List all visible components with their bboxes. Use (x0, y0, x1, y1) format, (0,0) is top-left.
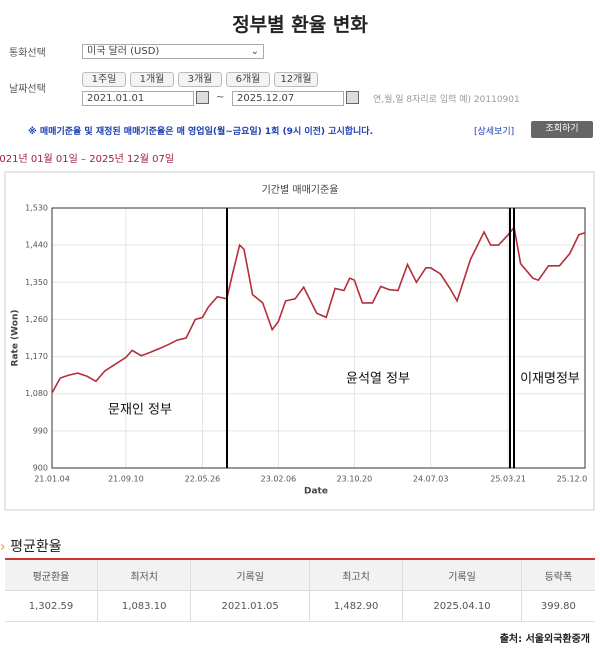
period-button[interactable]: 3개월 (178, 72, 222, 87)
annotation: 윤석열 정부 (346, 372, 410, 387)
y-tick-label: 1,170 (25, 352, 48, 361)
detail-link[interactable]: [상세보기] (474, 127, 515, 137)
table-title: › 평균환율 (0, 536, 62, 556)
period-button[interactable]: 1개월 (130, 72, 174, 87)
date-range: 2021년 01월 01일 – 2025년 12월 07일 (0, 154, 175, 165)
table-header: 등락폭 (520, 558, 595, 591)
y-tick-label: 1,350 (25, 278, 48, 287)
calendar-icon[interactable] (196, 91, 209, 104)
summary-table: 평균환율 최저치 기록일 최고치 기록일 등락폭 1,302.59 1,083.10 2021.… (5, 558, 595, 622)
x-tick-label: 23.02.06 (261, 475, 297, 484)
table-header: 최고치 (308, 558, 403, 591)
source: 출처: 서울외국환중개 (499, 634, 590, 645)
table-cell: 1,482.90 (308, 590, 403, 622)
table-cell: 2021.01.05 (190, 590, 310, 622)
table-cell: 2025.04.10 (402, 590, 522, 622)
y-tick-label: 1,530 (25, 204, 48, 213)
end-date-input[interactable]: 2025.12.07 (232, 91, 344, 106)
x-tick-label: 24.07.03 (413, 475, 449, 484)
y-tick-label: 990 (33, 426, 48, 435)
y-axis-label: Rate (Won) (11, 310, 21, 367)
notice: ※ 매매기준율 및 재정된 매매기준율은 매 영업일(월~금요일) 1회 (9시… (28, 127, 373, 137)
chart: 기간별 매매기준율 Date Rate (Won) 900 990 1,080 1,1… (4, 171, 595, 511)
table-cell: 1,302.59 (5, 590, 98, 622)
calendar-icon[interactable] (346, 91, 359, 104)
y-tick-label: 1,260 (25, 315, 48, 324)
period-button[interactable]: 6개월 (226, 72, 270, 87)
table-row: 1,302.59 1,083.10 2021.01.05 1,482.90 2025.0… (5, 590, 595, 622)
y-tick-label: 1,440 (25, 241, 48, 250)
currency-value: 미국 달러 (USD) (87, 46, 160, 57)
y-tick-label: 900 (33, 464, 48, 473)
chart-frame (4, 171, 595, 511)
x-axis-label: Date (304, 487, 328, 497)
date-hint: 연,월,일 8자리로 입력 예) 20110901 (373, 95, 520, 105)
x-tick-label: 23.10.20 (337, 475, 373, 484)
plot-border (51, 207, 586, 469)
x-tick-label: 25.03.21 (490, 475, 526, 484)
period-button[interactable]: 12개월 (274, 72, 318, 87)
period-button[interactable]: 1주일 (82, 72, 126, 87)
table-cell: 1,083.10 (96, 590, 191, 622)
page-title: 정부별 환율 변화 (232, 14, 368, 36)
table-cell: 399.80 (520, 590, 595, 622)
search-button[interactable]: 조회하기 (531, 121, 593, 138)
chart-title: 기간별 매매기준율 (262, 184, 339, 196)
currency-select[interactable]: 미국 달러 (USD) ⌄ (82, 44, 264, 59)
y-tick-label: 1,080 (25, 389, 48, 398)
rate-line (51, 225, 586, 395)
x-tick-label: 22.05.26 (185, 475, 221, 484)
date-label: 날짜선택 (9, 84, 46, 95)
tilde: ~ (216, 92, 225, 103)
annotation: 문재인 정부 (108, 403, 172, 418)
table-header: 최저치 (96, 558, 191, 591)
bullet: › (0, 539, 6, 555)
x-tick-label: 21.09.10 (108, 475, 144, 484)
table-title-text: 평균환율 (10, 539, 62, 555)
table-header: 기록일 (402, 558, 522, 591)
start-date-input[interactable]: 2021.01.01 (82, 91, 194, 106)
dropdown-arrow: ⌄ (250, 46, 259, 57)
table-header: 평균환율 (5, 558, 98, 591)
x-tick-label: 21.01.04 (34, 475, 70, 484)
table-header: 기록일 (190, 558, 310, 591)
currency-label: 통화선택 (9, 48, 46, 59)
annotation: 이재명정부 (520, 372, 580, 387)
x-tick-label: 25.12.0 (557, 475, 588, 484)
